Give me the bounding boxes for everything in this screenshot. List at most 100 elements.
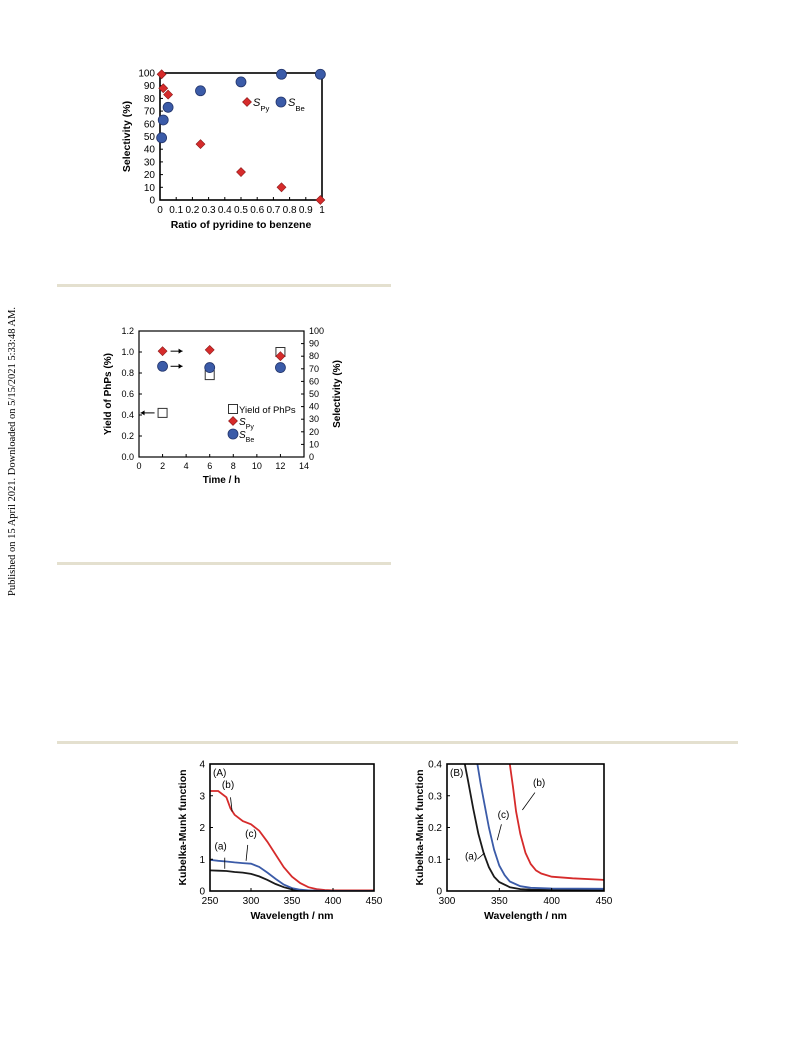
data-point-s-be — [235, 76, 247, 88]
x-tick-label: 10 — [252, 461, 262, 471]
y-right-tick-label: 10 — [309, 439, 319, 449]
x-tick-label: 0.8 — [283, 205, 297, 216]
x-tick-label: 1 — [319, 205, 325, 216]
data-point — [157, 407, 168, 418]
y-tick-label: 3 — [199, 791, 205, 802]
y-right-tick-label: 60 — [309, 376, 319, 386]
y-right-tick-label: 20 — [309, 427, 319, 437]
x-tick-label: 350 — [284, 896, 301, 907]
data-point-s-be — [156, 132, 168, 144]
y-tick-label: 0.3 — [428, 791, 442, 802]
x-axis-title: Wavelength / nm — [484, 910, 567, 922]
legend-marker-s-be — [275, 96, 287, 108]
spectrum-line — [210, 790, 374, 891]
axis-arrow-left-head — [140, 410, 145, 416]
y-tick-label: 2 — [199, 823, 205, 834]
series-label-leader — [477, 852, 485, 860]
y-left-tick-label: 0.0 — [121, 452, 134, 462]
x-tick-label: 0 — [157, 205, 163, 216]
y-tick-label: 30 — [144, 157, 156, 168]
data-point-s-py — [315, 195, 326, 205]
spectrum-line — [476, 764, 604, 890]
y-axis-title: Selectivity (%) — [121, 101, 133, 172]
data-point — [204, 362, 216, 373]
y-left-tick-label: 1.2 — [121, 326, 134, 336]
data-point — [275, 362, 286, 373]
y-right-tick-label: 50 — [309, 389, 319, 399]
spectrum-line — [463, 764, 604, 891]
section-divider — [57, 562, 391, 565]
x-axis-title: Wavelength / nm — [250, 910, 333, 922]
y-left-tick-label: 0.2 — [121, 431, 134, 441]
series-label: (c) — [498, 810, 510, 821]
x-tick-label: 0.1 — [169, 205, 183, 216]
y-left-tick-label: 1.0 — [121, 347, 134, 357]
plot-frame — [446, 763, 605, 892]
y-tick-label: 20 — [144, 170, 156, 181]
y-tick-label: 0.4 — [428, 760, 442, 771]
series-label-leader — [522, 792, 536, 811]
y-tick-label: 70 — [144, 107, 156, 118]
x-axis-title: Time / h — [203, 475, 241, 486]
y-tick-label: 0.2 — [428, 823, 442, 834]
x-axis-title: Ratio of pyridine to benzene — [171, 219, 312, 231]
y-tick-label: 80 — [144, 94, 156, 105]
panel-label: (A) — [213, 768, 226, 779]
x-tick-label: 0.3 — [202, 205, 216, 216]
x-tick-label: 350 — [491, 896, 508, 907]
y-left-tick-label: 0.8 — [121, 368, 134, 378]
y-tick-label: 50 — [144, 132, 156, 143]
series-label: (b) — [222, 780, 234, 791]
y-right-tick-label: 90 — [309, 339, 319, 349]
series-label: (b) — [533, 778, 545, 789]
section-divider — [57, 284, 391, 287]
series-label-leader — [230, 797, 233, 812]
x-tick-label: 8 — [231, 461, 236, 471]
y-right-tick-label: 30 — [309, 414, 319, 424]
y-tick-label: 100 — [138, 69, 155, 80]
data-point — [204, 344, 215, 355]
y-tick-label: 4 — [199, 760, 205, 771]
data-point-s-be — [314, 68, 326, 80]
section-divider — [57, 741, 738, 744]
data-point-s-py — [163, 89, 174, 100]
y-tick-label: 0 — [436, 887, 442, 898]
series-label: (a) — [465, 851, 477, 862]
x-tick-label: 400 — [543, 896, 560, 907]
axis-arrow-right-head — [178, 363, 183, 369]
x-tick-label: 0.7 — [266, 205, 280, 216]
y-tick-label: 10 — [144, 183, 156, 194]
series-label: (a) — [215, 842, 227, 853]
y-right-axis-title: Selectivity (%) — [332, 360, 343, 428]
x-tick-label: 0.6 — [250, 205, 264, 216]
x-tick-label: 4 — [184, 461, 189, 471]
series-label: (c) — [245, 829, 257, 840]
x-tick-label: 14 — [299, 461, 309, 471]
legend-label-s-be: SBe — [288, 97, 305, 113]
x-tick-label: 12 — [275, 461, 285, 471]
x-tick-label: 300 — [243, 896, 260, 907]
legend-marker-yield — [228, 404, 238, 414]
y-right-tick-label: 0 — [309, 452, 314, 462]
data-point-s-py — [236, 167, 246, 177]
data-point-s-py — [195, 139, 206, 150]
y-axis-title: Kubelka-Munk function — [177, 769, 189, 885]
y-tick-label: 40 — [144, 145, 156, 156]
data-point-s-be — [195, 85, 206, 97]
y-axis-title: Kubelka-Munk function — [414, 769, 426, 885]
y-tick-label: 0 — [199, 887, 205, 898]
legend-label-yield: Yield of PhPs — [239, 405, 296, 416]
x-tick-label: 0.9 — [299, 205, 313, 216]
legend-marker-s-py — [228, 416, 238, 426]
x-tick-label: 450 — [596, 896, 613, 907]
y-right-tick-label: 40 — [309, 402, 319, 412]
legend-marker-s-be — [227, 428, 239, 440]
x-tick-label: 0.5 — [234, 205, 248, 216]
y-left-tick-label: 0.4 — [121, 410, 134, 420]
x-tick-label: 0.4 — [218, 205, 232, 216]
y-right-tick-label: 100 — [309, 326, 324, 336]
